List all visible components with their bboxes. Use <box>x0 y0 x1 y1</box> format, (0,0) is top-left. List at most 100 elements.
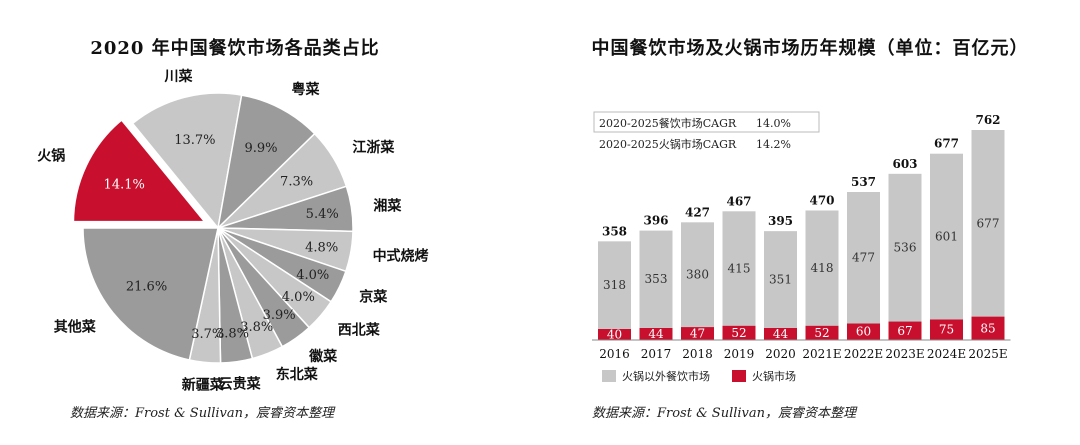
pie-pct-label-8: 3.9% <box>263 308 296 323</box>
x-tick-6: 2022E <box>844 347 883 361</box>
pie-category-label-3: 江浙菜 <box>352 139 395 156</box>
bar-hotpot-4 <box>764 327 797 340</box>
pie-category-label-12: 其他菜 <box>54 319 97 336</box>
cagr-table: 2020-2025餐饮市场CAGR 14.0% 2020-2025火锅市场CAGR 1… <box>593 111 820 151</box>
pie-pct-label-5: 4.8% <box>305 240 338 255</box>
pie-pct-label-2: 9.9% <box>244 141 277 156</box>
x-tick-3: 2019 <box>724 347 755 361</box>
bar-other-6 <box>847 192 880 324</box>
pie-category-label-10: 云贵菜 <box>219 376 262 393</box>
x-tick-9: 2025E <box>968 347 1007 361</box>
cagr-value-1: 14.2% <box>756 138 791 151</box>
pie-category-label-9: 东北菜 <box>276 366 319 383</box>
pie-category-label-4: 湘菜 <box>373 197 402 214</box>
pie-slice-2 <box>216 94 316 231</box>
bar-other-label-2: 380 <box>686 268 709 282</box>
pie-labels: 14.1% 火锅 13.7% 川菜 9.9% 粤菜 7.3% 江浙菜 5.4% 湘菜 4.8% 中式烧… <box>37 68 428 393</box>
pie-pct-label-4: 5.4% <box>306 207 339 222</box>
bar-total-label-4: 395 <box>768 214 793 228</box>
bar-hotpot-3 <box>722 325 756 340</box>
bar-other-0 <box>598 241 631 329</box>
bar-chart-title: 中国餐饮市场及火锅市场历年规模（单位：百亿元） <box>591 38 1029 59</box>
bar-hotpot-label-9: 85 <box>980 321 995 335</box>
bar-hotpot-label-0: 40 <box>607 327 622 341</box>
x-tick-7: 2023E <box>885 347 924 361</box>
bar-other-9 <box>971 130 1005 317</box>
bar-series: 40 318 358 2016 44 353 396 2017 47 380 427 2018 52 41… <box>598 113 1008 361</box>
bar-hotpot-label-4: 44 <box>773 327 789 341</box>
bar-total-label-6: 537 <box>851 175 876 189</box>
bar-total-label-0: 358 <box>602 224 627 238</box>
bar-hotpot-label-5: 52 <box>814 326 829 340</box>
pie-category-label-2: 粤菜 <box>291 81 320 98</box>
pie-pct-label-3: 7.3% <box>280 175 313 190</box>
bar-hotpot-0 <box>598 328 631 340</box>
pie-category-label-1: 川菜 <box>163 68 193 85</box>
bar-hotpot-label-8: 75 <box>939 323 954 337</box>
pie-pct-label-7: 4.0% <box>282 290 315 305</box>
pie-pct-label-0: 14.1% <box>104 178 145 193</box>
x-tick-5: 2021E <box>802 347 841 361</box>
bar-total-label-5: 470 <box>809 193 834 207</box>
pie-source-note: 数据来源：Frost & Sullivan，宸睿资本整理 <box>70 406 335 421</box>
bar-hotpot-5 <box>805 325 839 340</box>
pie-chart-title: 2020 年中国餐饮市场各品类占比 <box>90 38 380 59</box>
bar-other-label-5: 418 <box>811 261 834 275</box>
bar-hotpot-label-1: 44 <box>648 327 664 341</box>
bar-chart-panel: 中国餐饮市场及火锅市场历年规模（单位：百亿元） 2020-2025餐饮市场CAG… <box>540 0 1080 445</box>
bar-other-1 <box>639 230 673 328</box>
bar-total-label-3: 467 <box>726 194 751 208</box>
pie-category-label-0: 火锅 <box>37 149 65 165</box>
bar-other-label-1: 353 <box>645 272 668 286</box>
bar-hotpot-label-7: 67 <box>897 324 912 338</box>
pie-pct-label-12: 21.6% <box>126 280 167 295</box>
pie-pct-label-11: 3.7% <box>191 327 224 342</box>
pie-category-label-6: 京菜 <box>359 289 388 306</box>
pie-pct-label-6: 4.0% <box>296 268 329 283</box>
legend-label-0: 火锅以外餐饮市场 <box>622 369 710 383</box>
cagr-label-0: 2020-2025餐饮市场CAGR <box>599 116 737 130</box>
pie-slice-1 <box>131 92 243 230</box>
bar-hotpot-6 <box>847 323 880 340</box>
pie-category-label-11: 新疆菜 <box>182 376 225 393</box>
pie-slices <box>70 92 354 364</box>
pie-slice-12 <box>82 227 219 361</box>
pie-category-label-5: 中式烧烤 <box>373 247 429 264</box>
legend-swatch-1 <box>732 370 746 382</box>
bar-hotpot-label-2: 47 <box>690 327 705 341</box>
bar-other-label-4: 351 <box>769 273 792 287</box>
bar-total-label-1: 396 <box>643 214 668 228</box>
pie-category-label-8: 徽菜 <box>308 348 338 365</box>
bar-other-label-8: 601 <box>935 230 958 244</box>
pie-pct-label-10: 3.8% <box>216 326 249 341</box>
bar-hotpot-7 <box>888 321 922 340</box>
pie-chart-panel: 2020 年中国餐饮市场各品类占比 14.1% 火锅 13.7% 川菜 9.9% 粤菜 7.… <box>0 0 470 445</box>
x-tick-4: 2020 <box>765 347 796 361</box>
cagr-label-1: 2020-2025火锅市场CAGR <box>599 137 737 151</box>
bar-other-label-9: 677 <box>977 216 1000 230</box>
legend-swatch-0 <box>602 370 616 382</box>
bar-total-label-9: 762 <box>975 113 1000 127</box>
bar-total-label-7: 603 <box>892 157 917 171</box>
legend-label-1: 火锅市场 <box>752 369 796 383</box>
bar-source-note: 数据来源：Frost & Sullivan，宸睿资本整理 <box>592 406 857 421</box>
bar-other-5 <box>805 210 839 326</box>
x-tick-1: 2017 <box>641 347 672 361</box>
x-tick-8: 2024E <box>927 347 966 361</box>
bar-other-label-0: 318 <box>603 278 626 292</box>
x-tick-0: 2016 <box>599 347 630 361</box>
pie-slice-0 <box>70 115 212 225</box>
bar-other-2 <box>681 222 714 328</box>
pie-chart: 14.1% 火锅 13.7% 川菜 9.9% 粤菜 7.3% 江浙菜 5.4% 湘菜 4.8% 中式烧… <box>37 68 428 393</box>
bar-hotpot-label-3: 52 <box>731 326 746 340</box>
cagr-value-0: 14.0% <box>756 117 791 130</box>
bar-hotpot-9 <box>971 316 1005 340</box>
x-tick-2: 2018 <box>682 347 713 361</box>
bar-hotpot-label-6: 60 <box>856 325 871 339</box>
bar-other-4 <box>764 231 797 328</box>
bar-other-label-6: 477 <box>852 251 875 265</box>
pie-category-label-7: 西北菜 <box>338 322 381 339</box>
bar-hotpot-8 <box>930 319 963 340</box>
pie-pct-label-1: 13.7% <box>174 133 215 148</box>
bar-hotpot-1 <box>639 327 673 340</box>
